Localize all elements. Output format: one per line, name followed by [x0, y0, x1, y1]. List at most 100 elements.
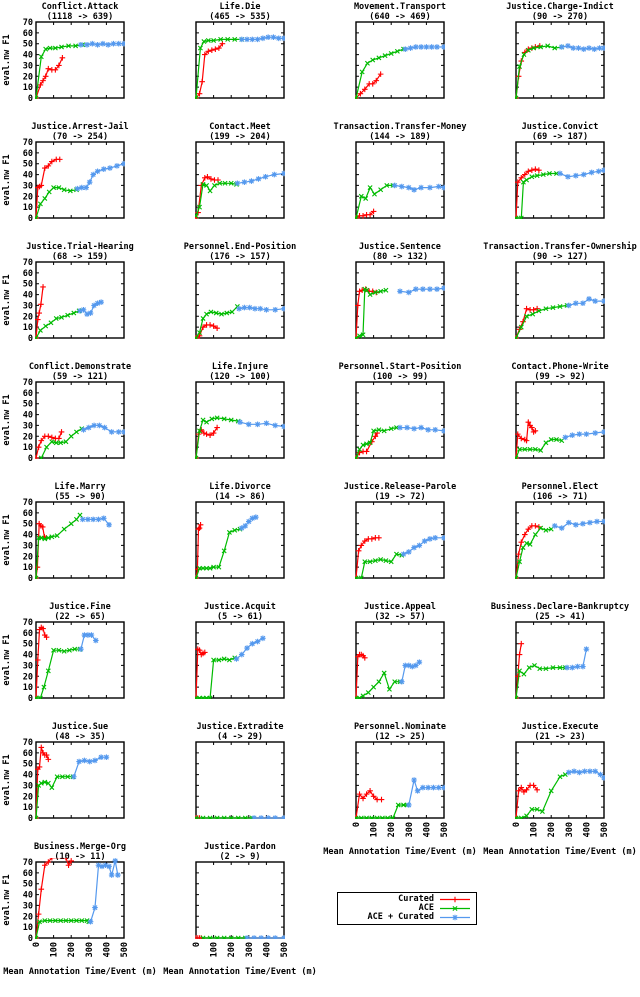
series-group	[515, 43, 605, 99]
series-markers-ace-curated	[558, 43, 605, 52]
series-markers-ace-curated	[236, 304, 285, 313]
y-tick-label: 0	[28, 694, 33, 704]
series-markers-ace-curated	[566, 296, 605, 309]
subplot-canvas: Personnel.End-Position(176 -> 157)	[184, 241, 296, 339]
y-tick-label: 40	[23, 531, 33, 541]
plot-frame	[515, 621, 605, 699]
subplot-subtitle: (19 -> 72)	[374, 492, 425, 502]
series-line-ace	[35, 44, 83, 99]
legend-sample-line	[440, 896, 470, 903]
subplot-business-declare-bankruptcy: Business.Declare-Bankruptcy (25 -> 41)	[480, 600, 640, 757]
series-markers-ace-curated	[400, 535, 445, 557]
series-group	[195, 635, 266, 699]
series-markers-ace	[35, 42, 86, 99]
plot-frame	[355, 741, 445, 819]
series-markers-ace-curated	[79, 515, 112, 528]
series-markers-ace-curated	[244, 935, 285, 939]
subplot-subtitle: (106 -> 71)	[532, 492, 588, 502]
x-tick-label: 500	[120, 942, 130, 957]
y-tick-label: 70	[23, 18, 33, 28]
series-line-ace	[195, 306, 238, 339]
subplot-justice-appeal: Justice.Appeal (32 -> 57)	[320, 600, 480, 757]
plot-frame	[195, 741, 285, 819]
y-tick-label: 40	[23, 411, 33, 421]
series-group	[195, 34, 285, 99]
series-markers-ace-curated	[557, 167, 605, 180]
subplot-subtitle: (70 -> 254)	[52, 132, 108, 142]
subplot-title: Justice.Fine	[49, 601, 110, 612]
subplot-canvas: Personnel.Nominate(12 -> 25) 0 100 200 300 40…	[323, 721, 477, 857]
x-tick-label: 500	[600, 822, 610, 837]
x-tick-label: 300	[565, 822, 575, 837]
x-tick-label: 500	[280, 942, 290, 957]
series-line-curated	[515, 45, 540, 99]
subplot-subtitle: (120 -> 100)	[209, 372, 270, 382]
y-axis-label: eval.nw F1	[2, 874, 12, 925]
series-markers-ace-curated	[78, 40, 125, 48]
x-tick-label: 400	[262, 942, 272, 957]
subplot-canvas: Life.Injure(120 -> 100)	[195, 361, 285, 459]
y-tick-label: 60	[23, 509, 33, 519]
subplot-subtitle: (2 -> 9)	[220, 852, 261, 862]
plot-frame	[35, 21, 125, 99]
subplot-title: Justice.Extradite	[197, 721, 284, 732]
subplot-canvas: Justice.Extradite(4 -> 29)	[195, 721, 285, 819]
subplot-subtitle: (144 -> 189)	[369, 132, 430, 142]
plot-frame	[355, 381, 445, 459]
y-tick-label: 40	[23, 171, 33, 181]
subplot-canvas: Life.Die(465 -> 535)	[195, 1, 285, 99]
subplot-subtitle: (14 -> 86)	[214, 492, 265, 502]
series-line-curated	[35, 858, 72, 939]
y-tick-label: 40	[23, 771, 33, 781]
series-markers-ace-curated	[562, 429, 605, 441]
series-line-ace	[35, 919, 90, 939]
series-markers-ace-curated	[566, 768, 605, 781]
subplot-subtitle: (22 -> 65)	[54, 612, 105, 622]
y-tick-label: 10	[23, 443, 33, 453]
x-axis-label: Mean Annotation Time/Event (m)	[163, 966, 317, 977]
y-tick-label: 70	[23, 138, 33, 148]
series-group	[35, 624, 99, 699]
y-tick-label: 10	[23, 203, 33, 213]
series-group	[355, 535, 445, 579]
plot-frame	[355, 621, 445, 699]
subplot-subtitle: (4 -> 29)	[217, 732, 263, 742]
y-tick-label: 10	[23, 563, 33, 573]
subplot-personnel-end-position: Personnel.End-Position (176 -> 157)	[160, 240, 320, 397]
subplot-title: Contact.Phone-Write	[511, 361, 608, 372]
x-tick-label: 100	[210, 942, 220, 957]
series-markers-ace-curated	[251, 815, 285, 819]
y-tick-label: 50	[23, 400, 33, 410]
series-markers-ace-curated	[71, 754, 110, 780]
subplot-title: Justice.Sentence	[359, 241, 441, 252]
y-tick-label: 0	[28, 814, 33, 824]
x-tick-label: 300	[85, 942, 95, 957]
subplot-canvas: Justice.Acquit(5 -> 61)	[195, 601, 285, 699]
series-group	[195, 304, 285, 339]
subplot-justice-extradite: Justice.Extradite (4 -> 29)	[160, 720, 320, 877]
series-markers-ace	[355, 286, 389, 339]
series-markers-ace-curated	[402, 44, 445, 52]
y-axis-label: eval.nw F1	[2, 154, 12, 205]
x-tick-label: 0	[32, 942, 42, 947]
series-line-ace	[356, 671, 400, 699]
subplot-canvas: Transaction.Transfer-Ownership(90 -> 127…	[483, 241, 637, 339]
series-markers-curated	[35, 858, 74, 939]
y-tick-label: 20	[23, 672, 33, 682]
subplot-justice-sentence: Justice.Sentence (80 -> 132)	[320, 240, 480, 397]
series-line-curated	[355, 288, 377, 339]
series-group	[355, 777, 445, 819]
x-tick-label: 400	[582, 822, 592, 837]
series-markers-ace-curated	[77, 299, 104, 317]
subplot-title: Justice.Charge-Indict	[506, 1, 613, 12]
x-tick-label: 500	[440, 822, 450, 837]
subplot-canvas: Conflict.Attack(1118 -> 639) 010203040506…	[2, 1, 125, 104]
subplot-justice-convict: Justice.Convict (69 -> 187)	[480, 120, 640, 277]
series-line-ace	[195, 528, 241, 579]
subplot-canvas: Conflict.Demonstrate(59 -> 121) 010203040…	[2, 361, 131, 464]
plot-frame	[35, 381, 125, 459]
series-group	[355, 44, 445, 99]
series-group	[35, 744, 110, 819]
x-tick-label: 100	[50, 942, 60, 957]
subplot-title: Justice.Arrest-Jail	[31, 121, 128, 132]
